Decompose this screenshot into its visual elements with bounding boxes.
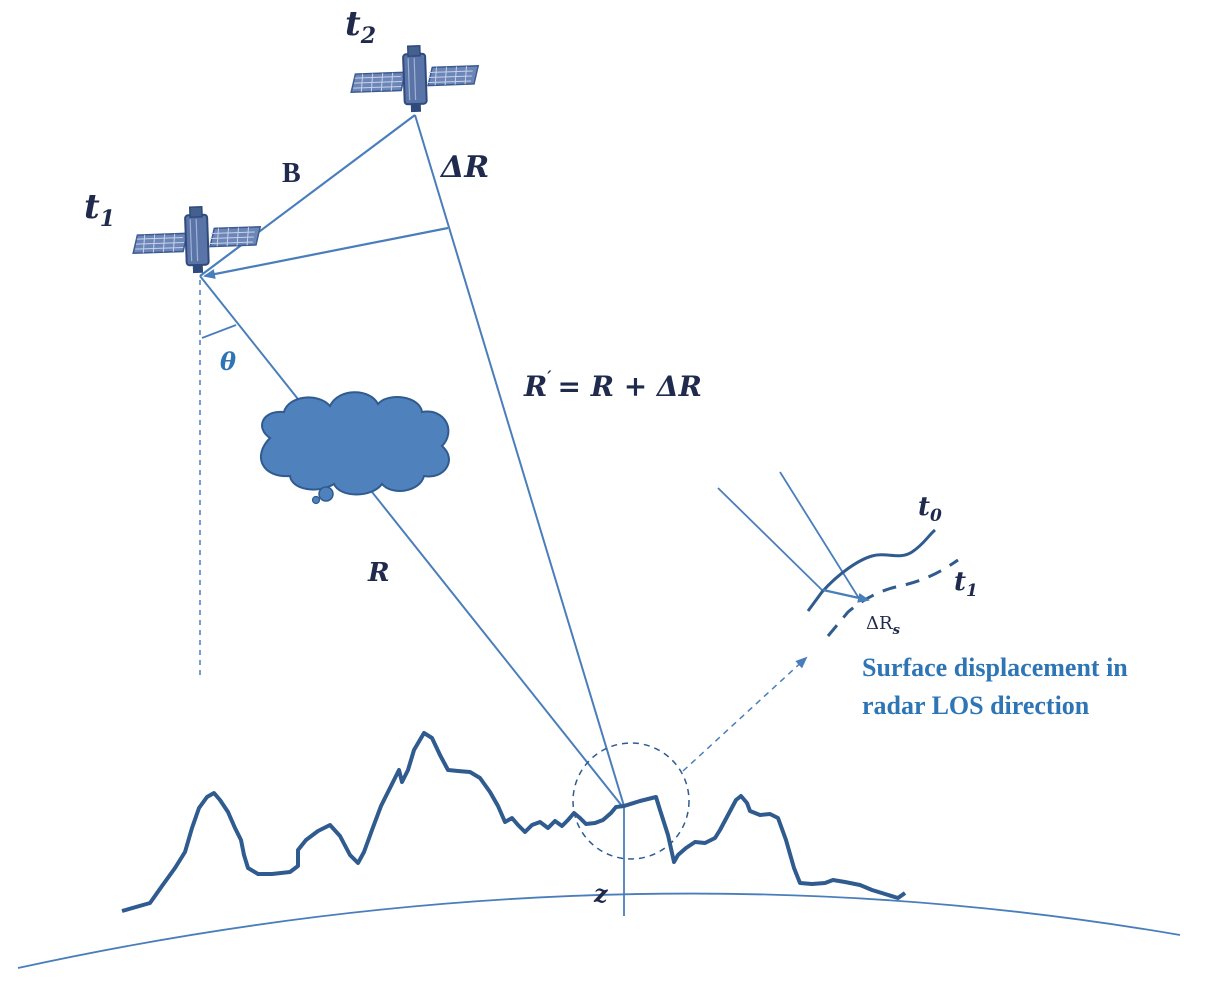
label-t2: t2	[345, 4, 376, 49]
cloud-icon	[259, 391, 450, 505]
label-t1: t1	[84, 187, 115, 232]
label-inset-t0: t0	[918, 492, 942, 526]
range-line-r-prime	[414, 114, 625, 807]
label-delta-r: ΔR	[439, 150, 489, 185]
inset-surface-t0	[806, 528, 937, 612]
caption-line-2: radar LOS direction	[862, 691, 1090, 720]
earth-curve	[17, 892, 1181, 969]
baseline-line	[199, 114, 416, 277]
label-inset-t1: t1	[954, 567, 978, 601]
theta-marker	[201, 324, 237, 339]
label-r-prime-equation: R′ = R + ΔR	[523, 367, 702, 403]
terrain-profile	[121, 731, 907, 913]
label-theta: θ	[220, 347, 236, 376]
label-r: R	[367, 558, 390, 588]
inset-los-line-2	[779, 471, 861, 601]
perpendicular-line	[203, 226, 449, 279]
label-z: z	[593, 879, 609, 908]
satellite-t2-icon	[348, 42, 481, 116]
label-delta-rs: ΔRs	[866, 613, 901, 638]
inset-surface-t1	[826, 558, 959, 637]
zoom-arrow	[682, 656, 808, 772]
satellite-t1-icon	[130, 203, 263, 277]
target-circle	[572, 742, 690, 860]
inset-displacement-arrow	[822, 588, 870, 603]
range-line-r	[199, 275, 623, 807]
caption-line-1: Surface displacement in	[862, 653, 1128, 682]
label-baseline: B	[282, 158, 301, 189]
inset-los-line-1	[717, 487, 823, 591]
